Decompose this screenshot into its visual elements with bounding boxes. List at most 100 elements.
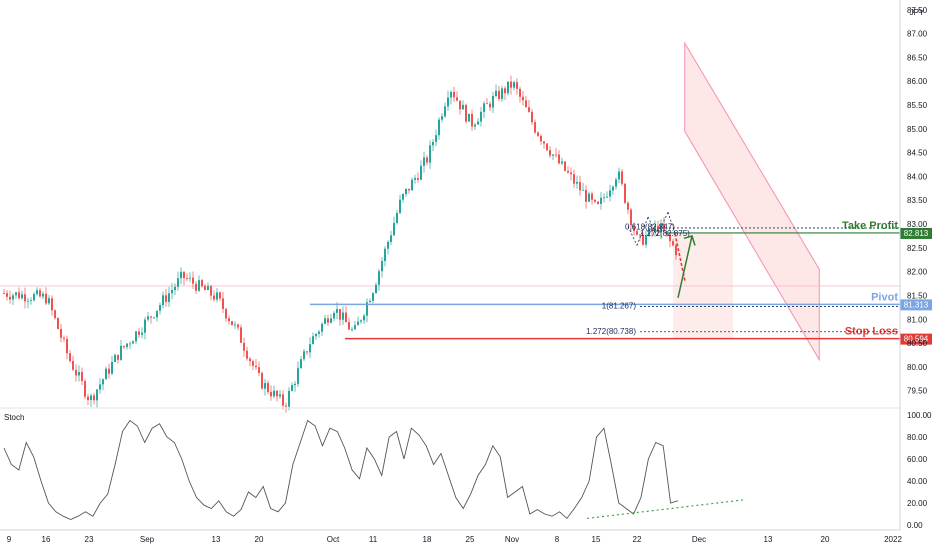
candle-body bbox=[489, 103, 491, 108]
candle-body bbox=[333, 312, 335, 319]
candle-body bbox=[18, 292, 20, 299]
candle-body bbox=[123, 345, 125, 347]
candle-body bbox=[369, 300, 371, 303]
price-tick-label: 83.50 bbox=[907, 196, 928, 205]
candle-body bbox=[465, 104, 467, 122]
candle-body bbox=[231, 321, 233, 326]
time-tick-label: Sep bbox=[140, 535, 155, 544]
candle-body bbox=[630, 209, 632, 226]
candle-body bbox=[306, 351, 308, 353]
candle-body bbox=[312, 336, 314, 345]
candle-body bbox=[339, 309, 341, 320]
candle-body bbox=[330, 318, 332, 323]
time-tick-label: 2022 bbox=[884, 535, 902, 544]
stochastic-axis: 0.00 20.00 40.00 60.00 80.00 100.00 bbox=[907, 411, 932, 530]
candle-body bbox=[402, 194, 404, 200]
currency-label: JPY bbox=[910, 8, 925, 17]
candle-body bbox=[207, 286, 209, 291]
candle-body bbox=[615, 179, 617, 187]
candle-body bbox=[537, 132, 539, 136]
pattern-leg bbox=[636, 216, 649, 246]
candle-body bbox=[84, 380, 86, 397]
candle-body bbox=[288, 390, 290, 407]
candle-body bbox=[27, 300, 29, 302]
level-label: Pivot bbox=[871, 291, 898, 303]
candle-body bbox=[279, 394, 281, 397]
candle-body bbox=[42, 293, 44, 297]
level-tag-text: 80.594 bbox=[904, 335, 929, 344]
candle-body bbox=[561, 161, 563, 164]
candle-body bbox=[33, 294, 35, 301]
candle-body bbox=[459, 100, 461, 110]
time-tick-label: Oct bbox=[327, 535, 340, 544]
candle-body bbox=[507, 81, 509, 94]
level-tag bbox=[900, 299, 932, 311]
stoch-tick-label: 20.00 bbox=[907, 499, 928, 508]
candle-body bbox=[426, 157, 428, 163]
candle-body bbox=[519, 88, 521, 97]
candle-body bbox=[384, 248, 386, 262]
candle-body bbox=[360, 320, 362, 322]
candle-body bbox=[108, 368, 110, 374]
candle-body bbox=[219, 292, 221, 299]
candle-body bbox=[501, 88, 503, 100]
candle-body bbox=[54, 310, 56, 318]
candle-body bbox=[636, 231, 638, 235]
candle-body bbox=[276, 390, 278, 397]
candle-body bbox=[414, 178, 416, 180]
candle-body bbox=[483, 103, 485, 112]
candle-body bbox=[516, 82, 518, 89]
candle-body bbox=[177, 278, 179, 287]
candle-body bbox=[111, 361, 113, 374]
candle-body bbox=[93, 395, 95, 401]
candle-body bbox=[588, 193, 590, 202]
candle-body bbox=[438, 119, 440, 136]
price-tick-label: 84.00 bbox=[907, 172, 928, 181]
candle-body bbox=[81, 372, 83, 381]
candle-body bbox=[573, 174, 575, 184]
candle-body bbox=[324, 318, 326, 324]
candle-body bbox=[345, 312, 347, 323]
candle-body bbox=[348, 322, 350, 330]
candle-body bbox=[258, 367, 260, 374]
candle-body bbox=[252, 361, 254, 366]
price-tick-label: 87.00 bbox=[907, 30, 928, 39]
price-tick-label: 84.50 bbox=[907, 149, 928, 158]
candle-body bbox=[534, 122, 536, 133]
candle-body bbox=[663, 223, 665, 232]
candle-body bbox=[180, 271, 182, 279]
price-tick-label: 80.00 bbox=[907, 363, 928, 372]
candle-body bbox=[513, 82, 515, 88]
candle-body bbox=[600, 197, 602, 204]
candle-body bbox=[606, 196, 608, 198]
time-tick-label: 25 bbox=[466, 535, 475, 544]
candle-body bbox=[105, 368, 107, 380]
candle-body bbox=[621, 171, 623, 184]
candle-body bbox=[549, 150, 551, 156]
candle-body bbox=[450, 91, 452, 98]
candle-body bbox=[72, 361, 74, 370]
time-tick-label: 13 bbox=[764, 535, 773, 544]
price-tick-label: 81.50 bbox=[907, 291, 928, 300]
candle-body bbox=[69, 353, 71, 362]
candle-body bbox=[552, 154, 554, 156]
candle-body bbox=[474, 124, 476, 127]
candle-body bbox=[642, 235, 644, 245]
candle-body bbox=[546, 143, 548, 151]
candle-body bbox=[48, 298, 50, 304]
candle-body bbox=[672, 241, 674, 246]
candle-body bbox=[75, 369, 77, 376]
candle-body bbox=[261, 373, 263, 389]
time-tick-label: 11 bbox=[369, 535, 378, 544]
price-tick-label: 82.50 bbox=[907, 244, 928, 253]
candle-body bbox=[648, 228, 650, 236]
candle-body bbox=[645, 235, 647, 245]
candle-body bbox=[183, 271, 185, 279]
stoch-tick-label: 40.00 bbox=[907, 477, 928, 486]
candle-body bbox=[396, 212, 398, 223]
candle-body bbox=[60, 328, 62, 338]
candle-body bbox=[216, 292, 218, 300]
candle-body bbox=[618, 171, 620, 180]
candle-body bbox=[195, 283, 197, 291]
candle-body bbox=[63, 337, 65, 339]
